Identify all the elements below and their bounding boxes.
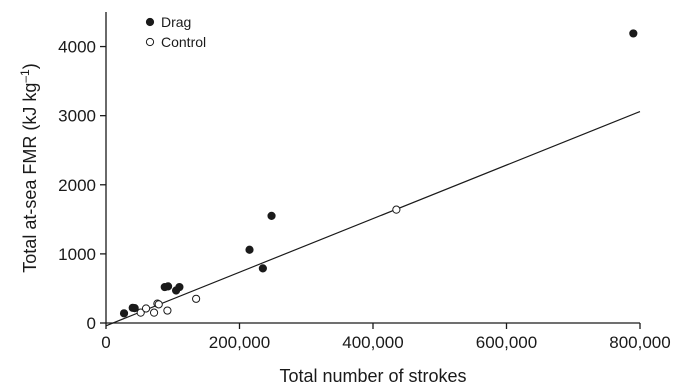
data-point-drag	[629, 29, 638, 38]
y-axis-title-main: Total at-sea FMR (kJ kg	[20, 83, 40, 273]
y-tick-label: 4000	[58, 38, 96, 57]
x-ticks: 0 200,000 400,000 600,000 800,000	[101, 323, 671, 352]
legend-marker-drag	[145, 17, 155, 27]
regression-line	[105, 110, 641, 327]
axes	[105, 12, 640, 324]
y-tick-label: 2000	[58, 176, 96, 195]
y-tick-label: 0	[87, 314, 96, 333]
data-point-control	[149, 308, 159, 317]
data-point-drag	[119, 309, 129, 318]
data-point-drag	[175, 282, 184, 292]
y-axis-title-close: )	[20, 63, 40, 69]
data-point-control	[163, 306, 172, 315]
x-tick-label: 0	[101, 333, 110, 352]
legend-label-drag: Drag	[161, 14, 191, 30]
y-ticks: 0 1000 2000 3000 4000	[58, 38, 106, 333]
legend: Drag Control	[145, 14, 206, 50]
legend-marker-control	[145, 37, 155, 47]
x-tick-label: 600,000	[476, 333, 537, 352]
data-point-control	[192, 294, 201, 303]
data-point-control	[392, 205, 401, 214]
plot-area	[105, 29, 641, 327]
y-axis-title: Total at-sea FMR (kJ kg–1)	[18, 63, 40, 272]
x-tick-label: 200,000	[209, 333, 270, 352]
data-point-drag	[258, 264, 267, 273]
y-tick-label: 1000	[58, 245, 96, 264]
x-axis-title: Total number of strokes	[279, 366, 466, 386]
x-tick-label: 800,000	[609, 333, 670, 352]
y-tick-label: 3000	[58, 107, 96, 126]
data-point-control	[136, 308, 145, 317]
data-point-drag	[130, 304, 139, 313]
data-point-drag	[267, 211, 276, 220]
x-tick-label: 400,000	[342, 333, 403, 352]
data-point-drag	[163, 282, 173, 291]
data-point-drag	[245, 245, 254, 254]
data-point-control	[141, 304, 151, 313]
y-axis-title-superscript: –1	[18, 69, 32, 83]
legend-label-control: Control	[161, 34, 206, 50]
data-point-control	[154, 300, 163, 309]
